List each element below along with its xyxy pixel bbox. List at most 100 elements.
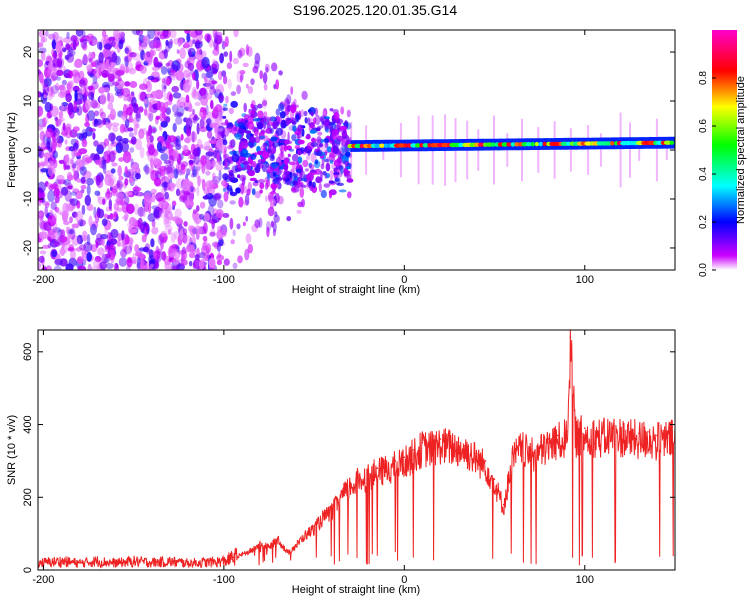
spectrogram-transition-blob <box>270 182 278 190</box>
spectrogram-transition-blob <box>297 124 304 132</box>
spectrogram-noise-blob <box>39 191 46 200</box>
spectrogram-noise-blob <box>169 38 174 46</box>
spectrogram-noise-blob <box>39 130 46 141</box>
spectrogram-noise-blob <box>190 173 195 178</box>
spectrogram-noise-blob <box>170 265 179 270</box>
spectrogram-transition-blob <box>250 103 254 109</box>
spectrogram-noise-blob <box>259 70 264 80</box>
spectrogram-noise-blob <box>239 74 243 83</box>
spectrogram-noise-blob <box>202 241 207 251</box>
spectrogram-noise-blob <box>124 191 133 196</box>
spectrogram-noise-blob <box>42 83 49 95</box>
spectrogram-noise-blob <box>172 92 182 99</box>
spectrogram-noise-blob <box>216 36 222 45</box>
spectrogram-noise-blob <box>166 100 173 106</box>
spectrogram-noise-blob <box>245 233 252 244</box>
spectrogram-noise-blob <box>129 147 135 153</box>
spectrogram-transition-blob <box>237 167 246 171</box>
spectrogram-noise-blob <box>141 127 148 135</box>
spectrogram-noise-blob <box>107 73 115 83</box>
spectrogram-noise-blob <box>53 187 60 197</box>
spectrogram-noise-blob <box>144 93 154 99</box>
spectrogram-noise-blob <box>164 215 170 225</box>
spectrogram-noise-blob <box>85 99 91 111</box>
spectrogram-ytick-label: 20 <box>22 46 34 58</box>
spectrogram-noise-blob <box>38 198 42 207</box>
spectrogram-noise-blob <box>182 82 191 93</box>
spectrogram-noise-blob <box>205 92 213 100</box>
spectrogram-noise-blob <box>175 116 183 125</box>
snr-point <box>556 434 559 437</box>
spectrogram-noise-blob <box>155 115 160 121</box>
colorbar-tick-label: 0.8 <box>698 71 709 85</box>
spectrogram-noise-blob <box>38 30 46 38</box>
spectrogram-noise-blob <box>274 211 278 218</box>
spectrogram-transition-blob <box>272 141 279 148</box>
snr-point <box>403 456 406 459</box>
spectrogram-noise-blob <box>210 67 218 74</box>
spectrogram-noise-blob <box>38 105 44 117</box>
spectrogram-noise-blob <box>84 122 90 128</box>
spectrogram-transition-blob <box>336 135 344 142</box>
spectrogram-noise-blob <box>76 151 83 156</box>
figure-title: S196.2025.120.01.35.G14 <box>293 2 457 18</box>
spectrogram-noise-blob <box>43 93 47 99</box>
spectrogram-transition-blob <box>340 106 345 115</box>
spectrogram-streak <box>665 139 668 161</box>
spectrogram-noise-blob <box>57 179 67 185</box>
spectrogram-noise-blob <box>195 167 199 180</box>
spectrogram-noise-blob <box>153 56 159 68</box>
spectrogram-noise-blob <box>176 49 180 54</box>
spectrogram-noise-blob <box>164 203 173 215</box>
spectrogram-noise-blob <box>169 252 176 258</box>
spectrogram-noise-blob <box>164 225 173 232</box>
spectrogram-noise-blob <box>105 206 110 212</box>
spectrogram-noise-blob <box>80 184 87 190</box>
snr-panel: -200 -100 0 100 0 200 400 600 Height of straigh… <box>6 329 676 596</box>
snr-point <box>187 561 189 564</box>
spectrogram-noise-blob <box>329 169 334 180</box>
spectrogram-noise-blob <box>129 81 138 88</box>
spectrogram-transition-blob <box>288 148 295 152</box>
spectrogram-noise-blob <box>178 96 187 103</box>
spectrogram-noise-blob <box>118 157 124 162</box>
spectrogram-noise-blob <box>76 236 81 245</box>
snr-series-line <box>38 330 675 569</box>
spectrogram-transition-blob <box>337 157 342 164</box>
spectrogram-noise-blob <box>278 70 283 76</box>
snr-point <box>349 481 352 484</box>
spectrogram-transition-blob <box>254 179 259 184</box>
spectrogram-transition-blob <box>278 102 285 112</box>
spectrogram-transition-blob <box>239 158 248 164</box>
spectrogram-noise-blob <box>238 196 244 208</box>
snr-point <box>647 431 649 433</box>
spectrogram-noise-blob <box>110 254 115 264</box>
spectrogram-transition-blob <box>343 172 350 178</box>
spectrogram-noise-blob <box>105 194 111 201</box>
spectrogram-noise-blob <box>179 101 186 108</box>
spectrogram-noise-blob <box>154 30 160 38</box>
spectrogram-noise-blob <box>265 66 269 73</box>
spectrogram-noise-blob <box>109 108 116 121</box>
spectrogram-noise-blob <box>100 233 109 240</box>
spectrogram-noise-blob <box>154 76 161 82</box>
spectrogram-transition-blob <box>283 157 290 165</box>
spectrogram-noise-blob <box>124 235 130 245</box>
snr-point <box>593 429 595 431</box>
spectrogram-noise-blob <box>147 75 155 81</box>
spectrogram-noise-blob <box>40 162 48 167</box>
spectrogram-noise-blob <box>42 152 52 159</box>
spectrogram-transition-blob <box>317 125 324 129</box>
spectrogram-noise-blob <box>72 142 79 150</box>
spectrogram-noise-blob <box>49 229 58 240</box>
spectrogram-noise-blob <box>110 168 116 174</box>
spectrogram-noise-blob <box>142 52 152 64</box>
snr-point <box>439 438 442 440</box>
spectrogram-noise-blob <box>191 91 201 100</box>
spectrogram-noise-blob <box>262 72 268 84</box>
spectrogram-noise-blob <box>217 252 221 259</box>
spectrogram-noise-blob <box>55 206 60 213</box>
spectrogram-marks <box>38 30 675 270</box>
spectrogram-noise-blob <box>199 201 206 209</box>
spectrogram-noise-blob <box>75 158 83 167</box>
